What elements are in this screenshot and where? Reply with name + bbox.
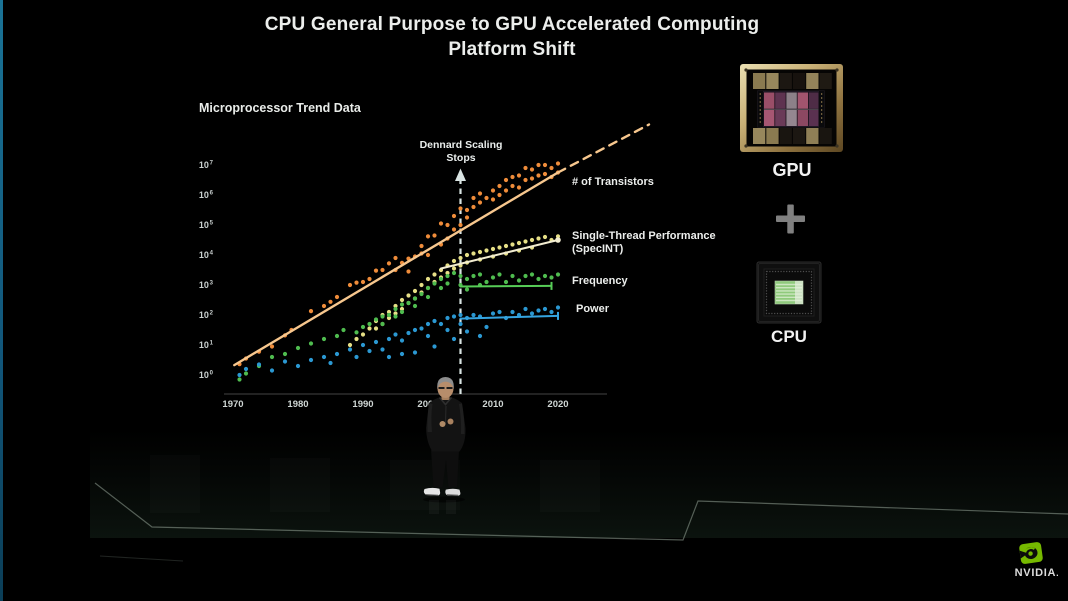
plus-icon <box>776 204 805 234</box>
series-power <box>237 305 561 378</box>
y-tick-label: 101 <box>199 340 214 350</box>
y-axis-ticks: 107 106 105 104 103 102 101 100 <box>199 160 214 380</box>
gpu-die <box>757 90 825 128</box>
gpu-label: GPU <box>772 160 812 180</box>
slide-title: CPU General Purpose to GPU Accelerated C… <box>0 12 1024 62</box>
presenter <box>423 377 466 514</box>
presenter-shoe <box>423 487 441 496</box>
stage-surface <box>90 428 1068 538</box>
dennard-scaling-arrow <box>455 168 466 394</box>
cpu-pin-pads <box>765 270 813 315</box>
y-tick-label: 105 <box>199 220 214 230</box>
gpu-hbm-stacks <box>753 73 832 144</box>
series-single-thread-performance <box>347 234 561 348</box>
y-tick-label: 104 <box>199 250 214 260</box>
series-label-frequency: Frequency <box>572 275 628 287</box>
nvidia-wordmark: NVIDIA. <box>1014 567 1060 579</box>
series-frequency <box>237 270 561 382</box>
x-tick-label: 1990 <box>352 399 373 410</box>
y-tick-label: 106 <box>199 190 214 200</box>
y-tick-label: 100 <box>199 370 214 380</box>
y-tick-label: 102 <box>199 310 214 320</box>
stage-reflection <box>270 458 330 512</box>
presenter-shoe <box>445 488 461 496</box>
microprocessor-trend-chart: 107 106 105 104 103 102 101 100 1970 1980 1990 2000… <box>199 123 651 410</box>
x-tick-label: 2020 <box>547 399 568 410</box>
y-tick-label: 107 <box>199 160 214 170</box>
series-label-transistors: # of Transistors <box>572 176 654 188</box>
cpu-label: CPU <box>771 327 807 346</box>
x-tick-label: 1980 <box>287 399 308 410</box>
x-tick-label: 2010 <box>482 399 503 410</box>
x-tick-label: 2000 <box>417 399 438 410</box>
stage-step-line <box>99 555 184 562</box>
x-axis-ticks: 1970 1980 1990 2000 2010 2020 <box>222 399 568 410</box>
series-label-single-thread-performance: Single-Thread Performance (SpecINT) <box>572 230 716 255</box>
stage-edge-line <box>94 482 1068 541</box>
presenter-head <box>437 379 454 398</box>
stage <box>90 428 1068 562</box>
presenter-hair <box>437 377 454 389</box>
chart-title: Microprocessor Trend Data <box>199 101 361 115</box>
series-label-power: Power <box>576 303 610 315</box>
stage-reflection <box>150 455 200 513</box>
x-tick-label: 1970 <box>222 399 243 410</box>
series-transistors <box>233 123 651 367</box>
cpu-chip-image <box>756 261 822 324</box>
dennard-scaling-annotation: Dennard Scaling Stops <box>419 139 503 164</box>
cpu-die <box>774 280 804 305</box>
gpu-chip-image <box>740 64 843 152</box>
presenter-pants <box>431 450 459 488</box>
left-edge-strip <box>0 0 3 601</box>
slide-title-line1: CPU General Purpose to GPU Accelerated C… <box>264 14 760 35</box>
stage-reflection <box>540 460 600 512</box>
y-tick-label: 103 <box>199 280 214 290</box>
slide-title-line2: Platform Shift <box>448 39 576 60</box>
nvidia-logo-icon <box>1019 542 1043 564</box>
